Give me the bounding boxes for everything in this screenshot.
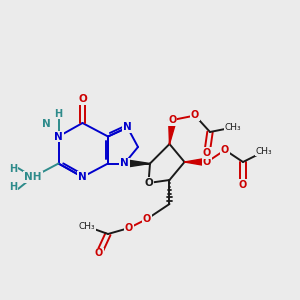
Text: O: O	[221, 145, 229, 155]
Text: CH₃: CH₃	[79, 222, 95, 231]
Text: O: O	[191, 110, 199, 121]
Text: O: O	[144, 178, 153, 188]
Text: N: N	[120, 158, 129, 169]
Text: O: O	[143, 214, 151, 224]
Text: CH₃: CH₃	[256, 147, 272, 156]
Text: N: N	[123, 122, 132, 133]
Text: H: H	[54, 109, 63, 119]
Text: H: H	[9, 182, 18, 193]
Text: CH₃: CH₃	[224, 123, 241, 132]
Text: N: N	[78, 172, 87, 182]
Polygon shape	[184, 158, 207, 166]
Text: O: O	[95, 248, 103, 259]
Text: O: O	[125, 223, 133, 233]
Text: O: O	[168, 115, 177, 125]
Polygon shape	[124, 160, 150, 167]
Text: N: N	[54, 131, 63, 142]
Text: NH: NH	[24, 172, 42, 182]
Text: N: N	[42, 119, 51, 130]
Text: O: O	[203, 157, 211, 167]
Text: O: O	[239, 179, 247, 190]
Text: H: H	[9, 164, 18, 175]
Polygon shape	[169, 119, 176, 144]
Text: O: O	[78, 94, 87, 104]
Text: O: O	[203, 148, 211, 158]
